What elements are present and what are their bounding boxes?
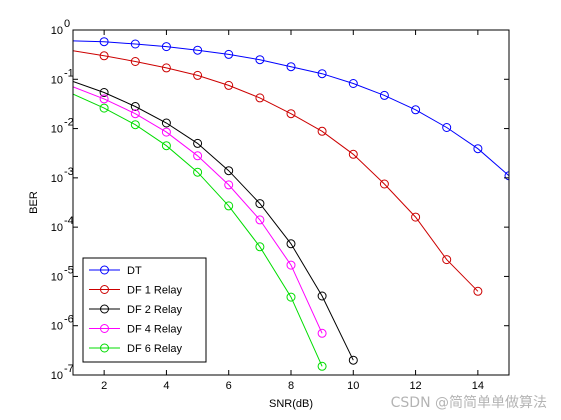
legend-marker <box>100 343 109 353</box>
series-marker-0 <box>193 45 203 55</box>
series-marker-0 <box>224 49 234 59</box>
y-tick-label: 10 <box>51 222 63 234</box>
series-marker-4 <box>317 361 327 371</box>
x-tick-label: 10 <box>347 380 359 392</box>
series-marker-1 <box>99 51 109 61</box>
series-marker-0 <box>442 123 452 132</box>
series-marker-0 <box>286 62 296 72</box>
y-tick-label: 10 <box>51 74 63 86</box>
legend-label: DF 6 Relay <box>127 343 183 355</box>
series-line-3 <box>73 86 323 334</box>
series-line-2 <box>73 81 354 361</box>
y-tick-label: 10 <box>51 321 63 333</box>
y-tick-label: 10 <box>51 271 63 283</box>
series-marker-4 <box>193 167 203 177</box>
series-marker-0 <box>161 42 171 52</box>
series-marker-4 <box>130 120 140 130</box>
legend-label: DF 1 Relay <box>127 285 183 297</box>
series-marker-0 <box>348 79 358 88</box>
x-tick-label: 4 <box>163 380 169 392</box>
x-tick-label: 2 <box>101 380 107 392</box>
watermark: CSDN @简简单单做算法 <box>390 395 547 411</box>
series-marker-0 <box>130 39 140 49</box>
y-axis-label: BER <box>28 191 40 214</box>
y-tick-exponent: -5 <box>64 264 74 276</box>
series-curves <box>73 37 509 371</box>
y-tick-exponent: 0 <box>64 18 70 30</box>
legend-box <box>82 257 207 363</box>
y-tick-exponent: -2 <box>64 117 74 129</box>
series-marker-1 <box>130 57 140 66</box>
legend-label: DF 4 Relay <box>127 324 183 336</box>
series-line-1 <box>73 50 479 292</box>
series-marker-0 <box>473 144 483 154</box>
series-marker-3 <box>255 215 265 225</box>
y-tick-exponent: -7 <box>64 363 74 375</box>
y-tick-label: 10 <box>51 370 63 382</box>
series-marker-0 <box>504 171 509 181</box>
legend-label: DT <box>127 265 142 277</box>
y-tick-exponent: -6 <box>64 314 74 326</box>
y-tick-exponent: -1 <box>64 67 74 79</box>
legend-marker <box>100 285 109 294</box>
x-tick-label: 6 <box>226 380 232 392</box>
series-marker-2 <box>286 239 296 249</box>
series-marker-1 <box>161 63 171 73</box>
series-marker-0 <box>411 105 421 115</box>
series-marker-1 <box>193 70 203 80</box>
axis-ticks: 2 4 6 8 10 12 1410010-110-210-310-410-510-610-… <box>51 18 509 392</box>
series-marker-2 <box>348 355 358 365</box>
legend-marker <box>100 265 109 275</box>
plot-frame <box>72 29 510 376</box>
series-marker-1 <box>286 109 296 119</box>
legend-label: DF 2 Relay <box>127 304 183 316</box>
series-marker-3 <box>130 109 140 119</box>
y-tick-exponent: -4 <box>64 215 74 227</box>
legend-marker <box>100 304 109 314</box>
series-marker-3 <box>193 151 203 161</box>
series-marker-4 <box>255 242 265 252</box>
series-marker-0 <box>255 55 265 65</box>
series-marker-4 <box>99 103 109 113</box>
series-line-4 <box>73 93 323 367</box>
series-marker-3 <box>224 180 234 190</box>
series-marker-0 <box>379 90 389 100</box>
series-marker-1 <box>379 179 389 189</box>
x-tick-label: 8 <box>288 380 294 392</box>
x-tick-label: 12 <box>409 380 421 392</box>
series-marker-4 <box>224 201 234 211</box>
series-marker-1 <box>473 286 483 296</box>
series-marker-1 <box>348 149 358 159</box>
series-marker-1 <box>442 255 452 265</box>
series-marker-4 <box>161 141 171 151</box>
series-marker-2 <box>130 102 140 111</box>
series-marker-2 <box>255 199 265 209</box>
legend: DT DF 1 Relay DF 2 Relay DF 4 Relay DF 6 Rel… <box>82 257 207 363</box>
series-marker-1 <box>224 80 234 90</box>
series-marker-2 <box>224 166 234 176</box>
y-tick-label: 10 <box>51 25 63 37</box>
series-marker-2 <box>161 118 171 128</box>
series-marker-2 <box>317 291 327 301</box>
series-marker-2 <box>193 138 203 148</box>
x-axis-label: SNR(dB) <box>269 398 313 410</box>
series-marker-1 <box>317 126 327 136</box>
series-marker-3 <box>317 328 327 338</box>
series-marker-3 <box>286 260 296 270</box>
x-tick-label: 14 <box>472 380 484 392</box>
series-marker-4 <box>286 292 296 302</box>
series-marker-3 <box>161 127 171 137</box>
legend-marker <box>100 324 109 333</box>
series-marker-0 <box>317 69 327 79</box>
y-tick-label: 10 <box>51 124 63 136</box>
series-line-0 <box>73 40 509 177</box>
series-marker-2 <box>99 88 109 97</box>
series-marker-1 <box>411 212 421 222</box>
series-marker-0 <box>99 37 109 47</box>
series-marker-1 <box>255 93 265 103</box>
y-tick-exponent: -3 <box>64 166 74 178</box>
y-tick-label: 10 <box>51 173 63 185</box>
series-marker-3 <box>99 94 109 104</box>
